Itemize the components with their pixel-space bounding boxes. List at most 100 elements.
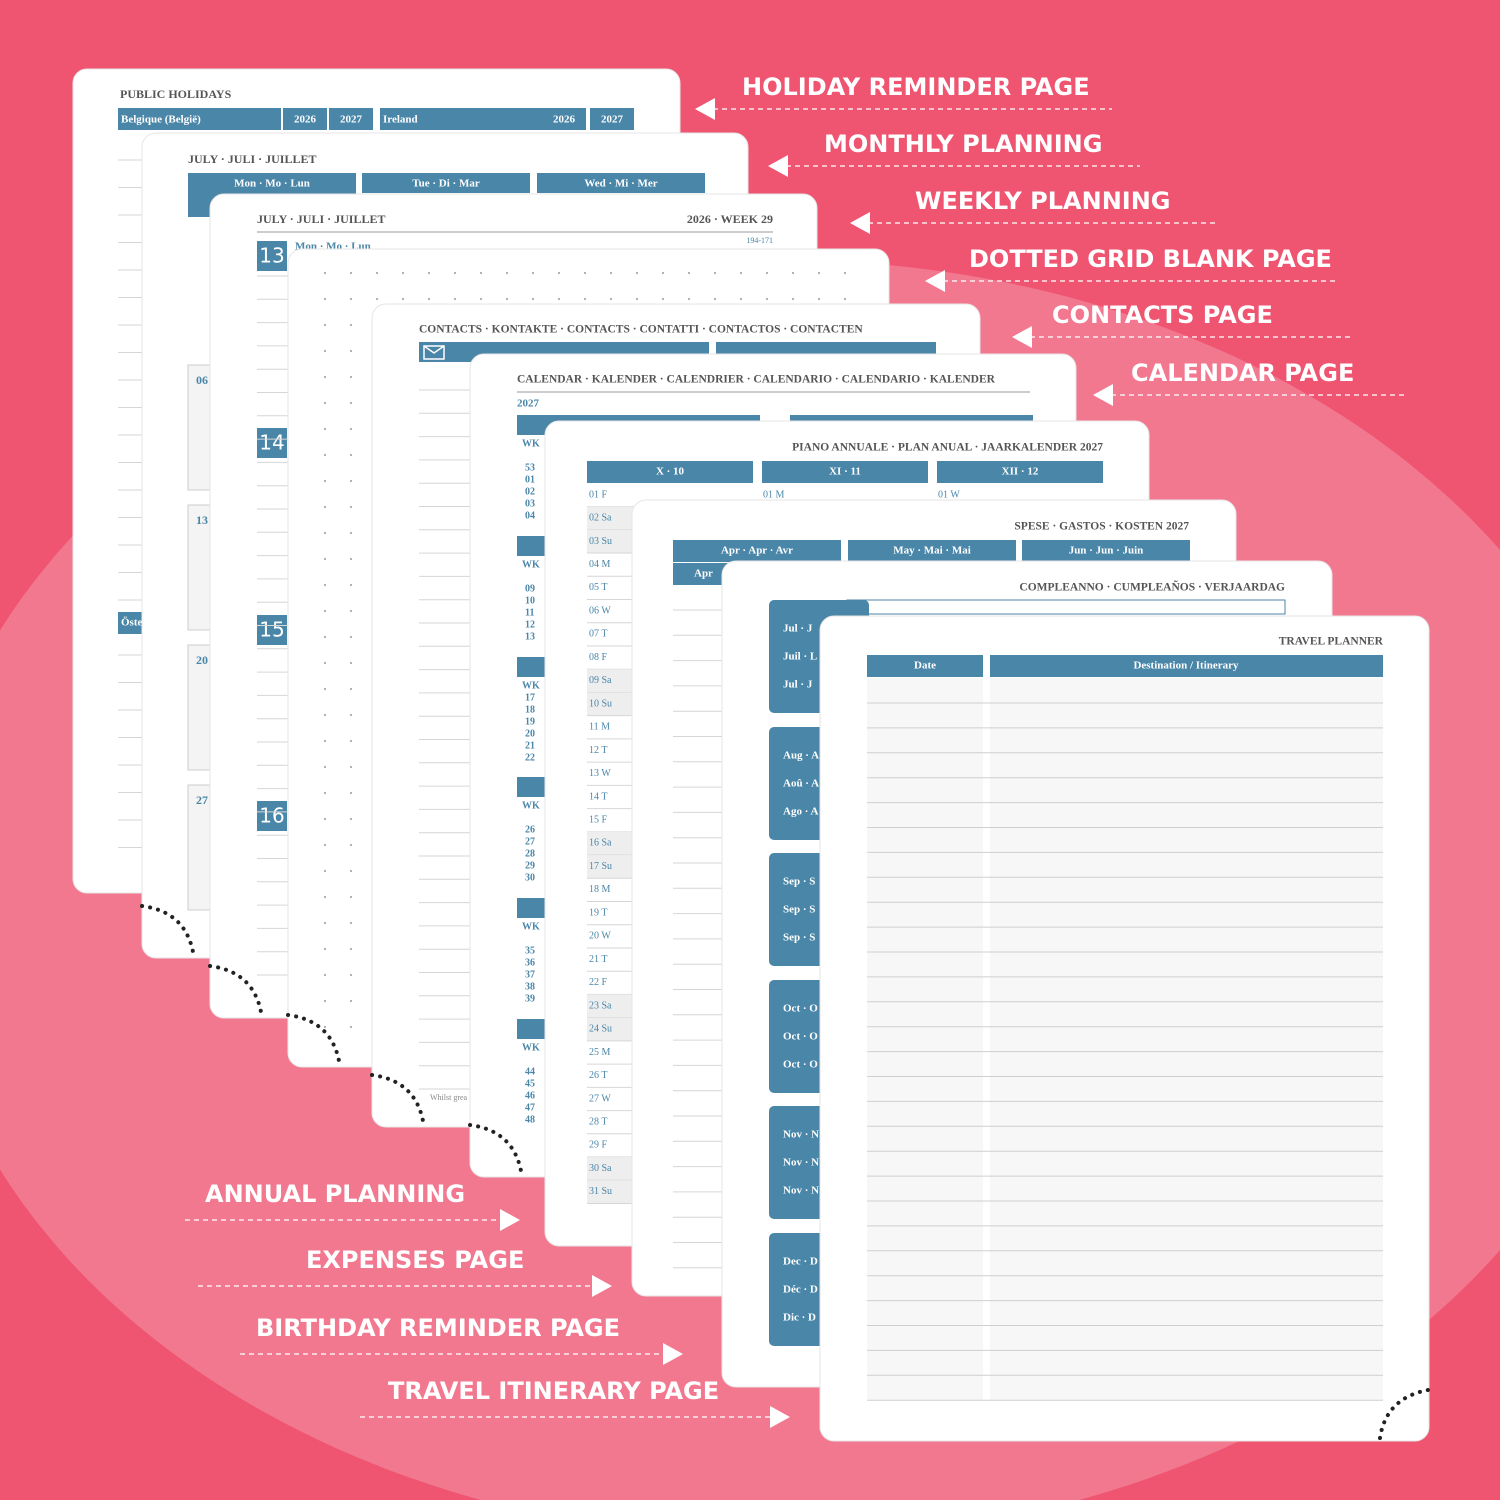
date-box [257,428,287,458]
label: 21 [525,740,535,751]
label: 27 [196,793,208,807]
column-body [867,678,983,1400]
label: Aoû · A [783,778,819,790]
callout-arrow [695,98,715,120]
label: Ago · A [783,806,819,818]
label: 27 [525,836,535,847]
label: 26 T [589,1070,607,1081]
label: 2027 [601,114,624,126]
callout-arrow [770,1406,790,1428]
callout-label: MONTHLY PLANNING [824,130,1102,158]
label: 21 T [589,954,607,965]
label: Date [914,660,936,672]
label: 53 [525,462,535,473]
month-header [762,461,928,483]
label: 37 [525,969,535,980]
label: 44 [525,1066,535,1077]
label: 2026 [553,114,576,126]
label: 20 W [589,931,611,942]
label: Destination / Itinerary [1133,660,1239,672]
label: WK [522,921,540,932]
label: Dec · D [783,1256,818,1268]
label: 10 Su [589,698,612,709]
label: Öste [121,616,143,629]
label: 2027 [340,114,363,126]
label: Apr [694,568,713,580]
label: SPESE · GASTOS · KOSTEN 2027 [1014,521,1189,533]
label: CALENDAR · KALENDER · CALENDRIER · CALEN… [517,374,996,386]
label: 29 F [589,1140,608,1151]
callout-arrow [925,270,945,292]
label: 06 W [589,605,611,616]
label: 14 T [589,791,607,802]
label: Ireland [383,114,418,126]
label: 27 W [589,1093,611,1104]
label: 2027 [517,398,540,410]
label: 01 W [938,489,960,500]
column-body [990,678,1383,1400]
table-header [542,108,586,130]
label: 01 F [589,489,608,500]
label: Wed · Mi · Mer [584,178,657,190]
table-header [380,108,543,130]
callout-arrow [768,155,788,177]
callout-label: WEEKLY PLANNING [915,187,1171,215]
label: WK [522,1042,540,1053]
label: Jun · Jun · Juin [1069,545,1144,557]
label: 09 [525,583,535,594]
label: Belgique (België) [121,114,201,126]
label: XII · 12 [1002,466,1039,478]
label: 23 Sa [589,1000,612,1011]
label: Oct · O [783,1003,818,1015]
header-outline [846,599,1286,615]
label: 29 [525,860,535,871]
column-header [867,655,983,677]
label: 16 Sa [589,838,612,849]
envelope-icon [423,345,445,360]
label: 17 Su [589,861,612,872]
label: 18 [525,704,535,715]
label: Nov · N [783,1157,819,1169]
label: 25 M [589,1047,611,1058]
binder-dots [1378,1388,1430,1440]
label: 04 [525,510,535,521]
label: Sep · S [783,932,815,944]
label: 17 [525,692,535,703]
label: 2026 · WEEK 29 [687,212,773,226]
callout-arrow [850,212,870,234]
label: PIANO ANNUALE · PLAN ANUAL · JAARKALENDE… [792,442,1103,454]
date-box [257,241,287,271]
callout-label: BIRTHDAY REMINDER PAGE [256,1314,620,1342]
label: 11 [525,607,534,618]
label: 28 T [589,1117,607,1128]
label: 28 [525,848,535,859]
binder-dots [468,1123,524,1179]
label: 12 [525,619,535,630]
column-header [537,173,705,193]
row-header [673,563,733,585]
callout-arrow [1093,384,1113,406]
label: COMPLEANNO · CUMPLEAÑOS · VERJAARDAG [1019,580,1285,594]
label: 20 [525,728,535,739]
label: JULY · JULI · JUILLET [188,152,316,166]
month-header [1022,540,1190,562]
label: WK [522,800,540,811]
label: 03 Su [589,536,612,547]
label: 19 [525,716,535,727]
callout-arrow [1012,326,1032,348]
label: 22 [525,752,535,763]
month-header [848,540,1016,562]
table-header [118,108,281,130]
label: 12 T [589,745,607,756]
callout-label: HOLIDAY REMINDER PAGE [742,73,1090,101]
month-header [937,461,1103,483]
table-header [329,108,373,130]
label: 06 [196,373,208,387]
callout-arrow [500,1209,520,1231]
label: Nov · N [783,1129,819,1141]
label: JULY · JULI · JUILLET [257,212,385,226]
label: 15 F [589,815,608,826]
table-header [590,108,634,130]
callout-label: CALENDAR PAGE [1131,359,1354,387]
label: 38 [525,981,535,992]
